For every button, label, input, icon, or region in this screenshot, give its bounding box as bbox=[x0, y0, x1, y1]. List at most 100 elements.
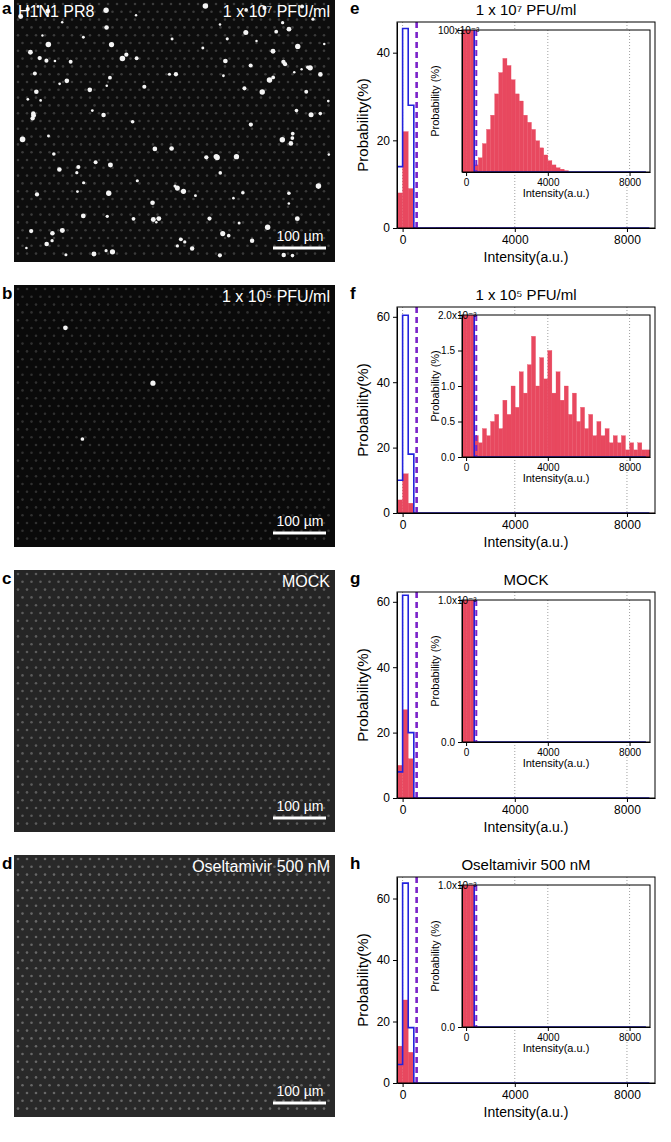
well bbox=[192, 42, 195, 45]
well bbox=[246, 229, 249, 232]
well bbox=[215, 397, 218, 400]
well bbox=[323, 252, 326, 255]
well bbox=[246, 26, 249, 29]
well bbox=[93, 73, 96, 76]
well bbox=[300, 311, 303, 314]
well bbox=[318, 120, 321, 123]
well bbox=[188, 237, 191, 240]
well bbox=[134, 252, 137, 255]
well bbox=[206, 252, 209, 255]
spot bbox=[131, 120, 135, 124]
well bbox=[21, 73, 24, 76]
well bbox=[264, 167, 267, 170]
well bbox=[291, 57, 294, 60]
well bbox=[57, 42, 60, 45]
well bbox=[314, 190, 317, 193]
well bbox=[201, 213, 204, 216]
well bbox=[134, 221, 137, 224]
well bbox=[134, 3, 137, 6]
well bbox=[197, 350, 200, 353]
well bbox=[21, 358, 24, 361]
well bbox=[152, 143, 155, 146]
well bbox=[287, 413, 290, 416]
well bbox=[228, 342, 231, 345]
well bbox=[260, 65, 263, 68]
well bbox=[44, 252, 47, 255]
well bbox=[183, 120, 186, 123]
well bbox=[242, 50, 245, 53]
well bbox=[287, 335, 290, 338]
well bbox=[210, 57, 213, 60]
well bbox=[53, 288, 56, 291]
well bbox=[129, 57, 132, 60]
well bbox=[233, 350, 236, 353]
well bbox=[98, 3, 101, 6]
well bbox=[57, 420, 60, 423]
well bbox=[120, 311, 123, 314]
well bbox=[188, 428, 191, 431]
well bbox=[228, 358, 231, 361]
well bbox=[251, 96, 254, 99]
well bbox=[147, 389, 150, 392]
well bbox=[152, 65, 155, 68]
well bbox=[17, 81, 20, 84]
well bbox=[152, 18, 155, 21]
well bbox=[147, 436, 150, 439]
well bbox=[282, 104, 285, 107]
well bbox=[188, 206, 191, 209]
well bbox=[89, 143, 92, 146]
well bbox=[188, 413, 191, 416]
well bbox=[71, 237, 74, 240]
well bbox=[296, 174, 299, 177]
well bbox=[327, 358, 330, 361]
well bbox=[228, 57, 231, 60]
well bbox=[228, 229, 231, 232]
well bbox=[219, 405, 222, 408]
well bbox=[107, 65, 110, 68]
well bbox=[183, 311, 186, 314]
well bbox=[179, 34, 182, 37]
well bbox=[26, 143, 29, 146]
well bbox=[179, 174, 182, 177]
spot bbox=[218, 171, 222, 175]
spot bbox=[135, 56, 139, 60]
well bbox=[251, 174, 254, 177]
well bbox=[93, 405, 96, 408]
well bbox=[129, 167, 132, 170]
spot bbox=[168, 73, 171, 76]
well bbox=[233, 319, 236, 322]
well bbox=[30, 151, 33, 154]
well bbox=[143, 190, 146, 193]
well bbox=[26, 50, 29, 53]
spot bbox=[234, 154, 239, 159]
well bbox=[269, 366, 272, 369]
well bbox=[318, 342, 321, 345]
well bbox=[129, 436, 132, 439]
well bbox=[93, 229, 96, 232]
well bbox=[134, 128, 137, 131]
well bbox=[210, 436, 213, 439]
well bbox=[300, 89, 303, 92]
well bbox=[318, 26, 321, 29]
well bbox=[246, 213, 249, 216]
well bbox=[161, 143, 164, 146]
well bbox=[233, 428, 236, 431]
well bbox=[170, 237, 173, 240]
well bbox=[228, 151, 231, 154]
well bbox=[98, 65, 101, 68]
well bbox=[215, 96, 218, 99]
well bbox=[219, 182, 222, 185]
well bbox=[201, 135, 204, 138]
well bbox=[84, 104, 87, 107]
spot bbox=[271, 49, 276, 54]
well bbox=[75, 182, 78, 185]
well bbox=[233, 34, 236, 37]
well bbox=[120, 135, 123, 138]
well bbox=[66, 198, 69, 201]
well bbox=[111, 73, 114, 76]
well bbox=[251, 128, 254, 131]
well bbox=[219, 11, 222, 14]
well bbox=[30, 374, 33, 377]
well bbox=[197, 319, 200, 322]
well bbox=[260, 190, 263, 193]
